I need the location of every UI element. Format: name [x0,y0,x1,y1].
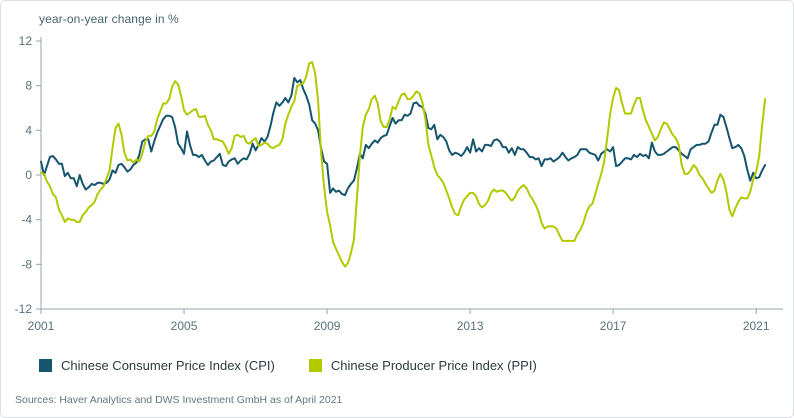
y-tick-label: 0 [25,168,32,182]
ppi-legend-swatch [308,359,322,372]
y-tick-label: 8 [25,79,32,93]
legend-item-ppi: Chinese Producer Price Index (PPI) [308,358,537,373]
cpi-legend-label: Chinese Consumer Price Index (CPI) [61,358,275,373]
x-tick-label: 2017 [600,319,627,333]
legend: Chinese Consumer Price Index (CPI) Chine… [1,358,793,373]
ppi-legend-label: Chinese Producer Price Index (PPI) [330,358,537,373]
x-tick-label: 2005 [171,319,198,333]
legend-item-cpi: Chinese Consumer Price Index (CPI) [39,358,275,373]
x-tick-label: 2021 [743,319,770,333]
y-tick-label: -8 [21,257,32,271]
x-tick-label: 2009 [314,319,341,333]
chart-title: year-on-year change in % [39,12,179,26]
cpi-line [40,76,767,197]
y-tick-label: 4 [25,123,32,137]
source-note: Sources: Haver Analytics and DWS Investm… [15,394,343,406]
ppi-line [40,61,767,268]
y-tick-label: -4 [21,213,32,227]
x-tick-label: 2001 [28,319,55,333]
y-tick-label: 12 [19,34,33,48]
line-chart: 12 8 4 0 -4 -8 -12 2001 2005 2009 2013 2017 2021 [15,34,783,333]
cpi-legend-swatch [39,359,52,372]
y-tick-label: -12 [15,302,33,316]
x-tick-label: 2013 [457,319,484,333]
